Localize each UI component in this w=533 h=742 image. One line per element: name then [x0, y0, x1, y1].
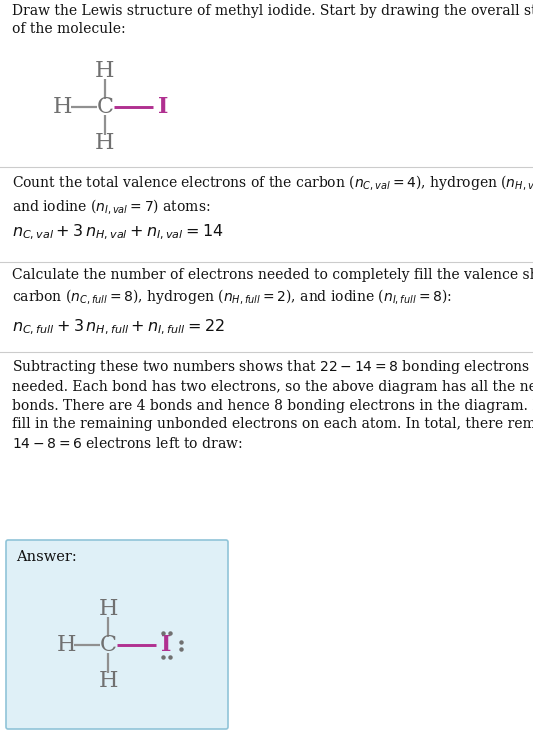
Text: Draw the Lewis structure of methyl iodide. Start by drawing the overall structur: Draw the Lewis structure of methyl iodid… [12, 4, 533, 36]
FancyBboxPatch shape [6, 540, 228, 729]
Text: H: H [95, 132, 115, 154]
Text: $n_{C,full} + 3\,n_{H,full} + n_{I,full} = 22$: $n_{C,full} + 3\,n_{H,full} + n_{I,full}… [12, 318, 225, 338]
Text: H: H [98, 670, 118, 692]
Text: H: H [95, 60, 115, 82]
Text: C: C [96, 96, 114, 118]
Text: Subtracting these two numbers shows that $22 - 14 = 8$ bonding electrons are
nee: Subtracting these two numbers shows that… [12, 358, 533, 451]
Text: I: I [158, 96, 168, 118]
Text: H: H [53, 96, 72, 118]
Text: Count the total valence electrons of the carbon ($n_{C,val} = 4$), hydrogen ($n_: Count the total valence electrons of the… [12, 173, 533, 217]
Text: Calculate the number of electrons needed to completely fill the valence shells f: Calculate the number of electrons needed… [12, 268, 533, 306]
Text: H: H [56, 634, 76, 656]
Text: I: I [161, 634, 171, 656]
Text: $n_{C,val} + 3\,n_{H,val} + n_{I,val} = 14$: $n_{C,val} + 3\,n_{H,val} + n_{I,val} = … [12, 223, 223, 243]
Text: H: H [98, 598, 118, 620]
Text: C: C [100, 634, 117, 656]
Text: Answer:: Answer: [16, 550, 77, 564]
